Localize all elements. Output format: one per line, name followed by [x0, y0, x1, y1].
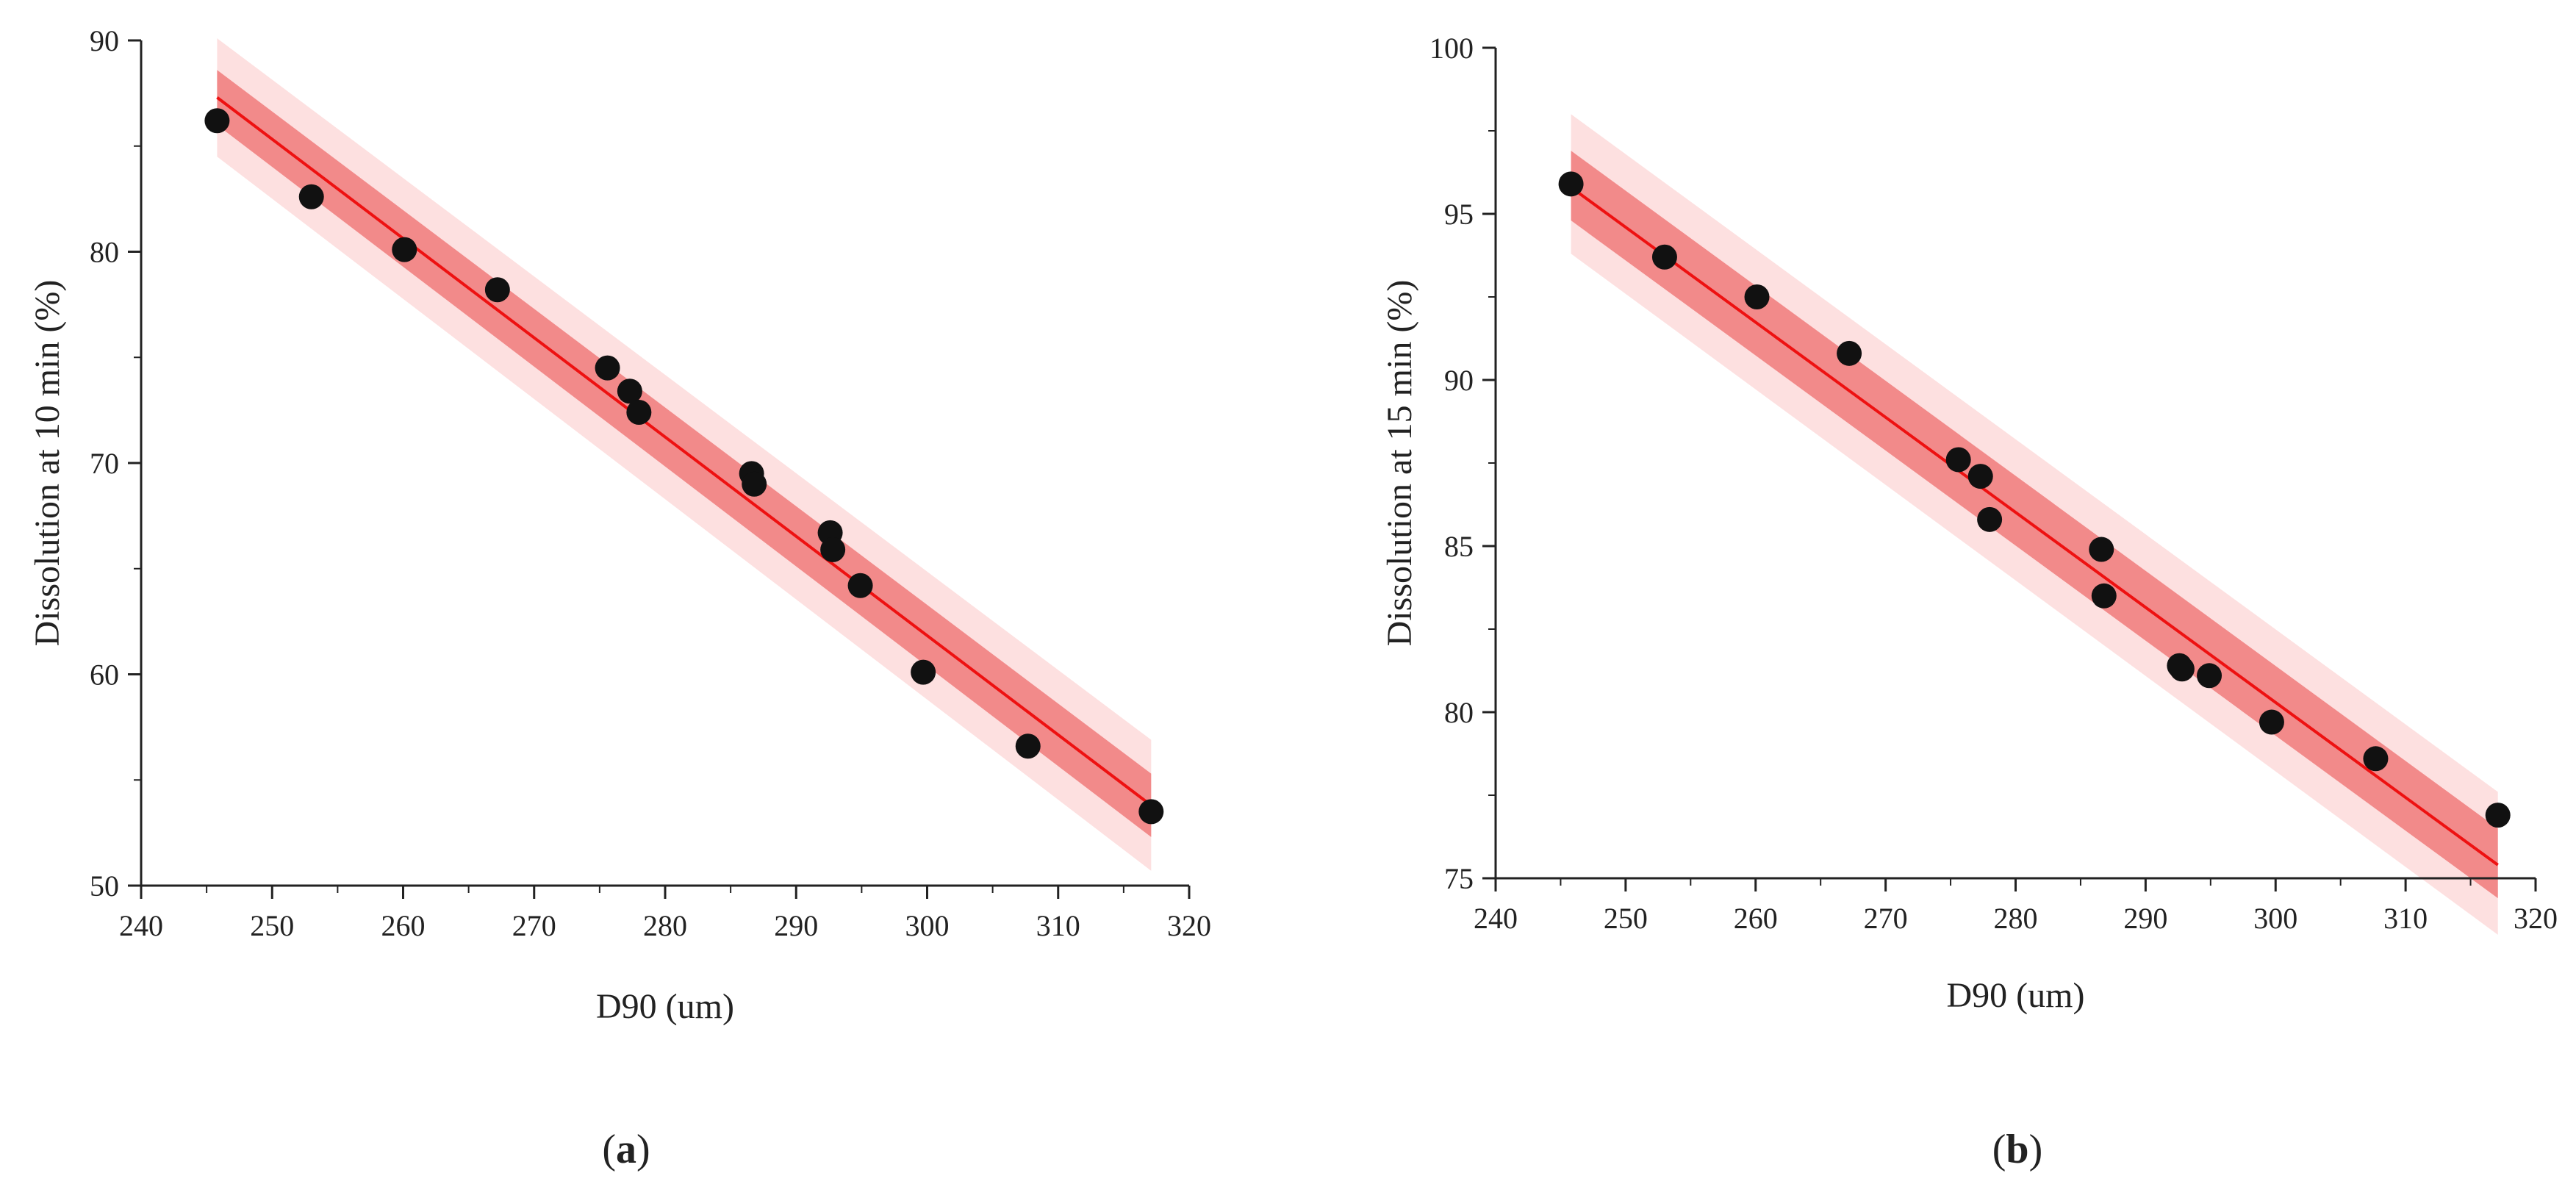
panel-letter: b [2006, 1127, 2028, 1172]
y-tick-label: 75 [1444, 862, 1474, 895]
x-axis-title: D90 (um) [596, 987, 734, 1026]
chart-panel-a: 240 250 260 270 280 290 300 310 320 50 60 70 80 90 D90… [28, 24, 1211, 1172]
data-point-14 [1015, 733, 1041, 759]
chart-panel-b: 240 250 260 270 280 290 300 310 320 75 80 85 90 95 100… [1380, 32, 2558, 1172]
panel-letter: a [616, 1127, 636, 1172]
y-tick-label: 60 [90, 659, 119, 692]
data-point-6 [617, 378, 642, 404]
y-tick-label: 100 [1429, 32, 1474, 65]
data-point-4 [484, 277, 510, 303]
y-tick-label: 95 [1444, 198, 1474, 231]
x-tick-label: 300 [905, 909, 950, 942]
data-point-7 [1977, 506, 2003, 532]
y-tick-label: 50 [90, 869, 119, 903]
data-point-9 [2091, 583, 2117, 609]
panel-label: (a) [602, 1127, 650, 1172]
data-point-14 [2363, 746, 2389, 772]
fit-line [216, 96, 1152, 807]
x-tick-label: 280 [1994, 902, 2038, 935]
data-point-4 [1837, 340, 1862, 366]
data-point-5 [1945, 447, 1971, 473]
data-point-12 [847, 573, 873, 598]
x-tick-label: 290 [2123, 902, 2167, 935]
x-tick-label: 320 [1167, 909, 1211, 942]
y-tick-label: 85 [1444, 530, 1474, 563]
data-point-3 [1744, 284, 1770, 309]
x-tick-label: 290 [774, 909, 818, 942]
x-tick-label: 310 [1036, 909, 1080, 942]
y-tick-label: 80 [1444, 696, 1474, 729]
panel-label-close-paren: ) [2029, 1127, 2043, 1172]
x-tick-label: 300 [2253, 902, 2297, 935]
data-point-1 [1558, 171, 1584, 197]
data-point-13 [911, 659, 936, 685]
data-point-9 [742, 471, 767, 497]
data-point-11 [820, 537, 846, 562]
y-tick-label: 90 [90, 24, 119, 57]
data-point-13 [2259, 709, 2284, 735]
data-point-1 [204, 108, 230, 134]
y-tick-label: 80 [90, 236, 119, 269]
fit-line [1570, 186, 2499, 867]
x-tick-label: 310 [2383, 902, 2428, 935]
data-point-2 [1651, 244, 1677, 270]
x-tick-label: 260 [381, 909, 426, 942]
x-tick-label: 260 [1734, 902, 1778, 935]
confidence-band [217, 70, 1152, 837]
x-tick-label: 320 [2514, 902, 2558, 935]
x-tick-label: 270 [1864, 902, 1908, 935]
x-tick-label: 240 [119, 909, 163, 942]
y-axis-title: Dissolution at 15 min (%) [1380, 280, 1419, 647]
x-tick-label: 250 [1604, 902, 1648, 935]
x-tick-label: 270 [512, 909, 556, 942]
data-point-2 [298, 184, 324, 209]
data-point-15 [1138, 799, 1164, 825]
data-point-3 [392, 237, 417, 262]
y-axis-title: Dissolution at 10 min (%) [28, 280, 67, 647]
panel-label-close-paren: ) [636, 1127, 650, 1172]
data-point-6 [1967, 464, 1993, 489]
data-point-12 [2197, 663, 2222, 689]
x-tick-label: 250 [250, 909, 294, 942]
y-tick-label: 70 [90, 447, 119, 480]
data-point-7 [626, 400, 652, 425]
panel-label-open-paren: ( [1992, 1127, 2006, 1172]
x-axis-title: D90 (um) [1947, 976, 2085, 1015]
y-tick-label: 90 [1444, 364, 1474, 397]
data-point-11 [2169, 656, 2195, 682]
panel-label-open-paren: ( [602, 1127, 616, 1172]
data-point-15 [2485, 803, 2511, 828]
x-tick-label: 280 [643, 909, 687, 942]
panel-label: (b) [1992, 1127, 2042, 1172]
data-point-5 [595, 355, 620, 381]
data-point-8 [2089, 537, 2114, 562]
x-tick-label: 240 [1474, 902, 1518, 935]
